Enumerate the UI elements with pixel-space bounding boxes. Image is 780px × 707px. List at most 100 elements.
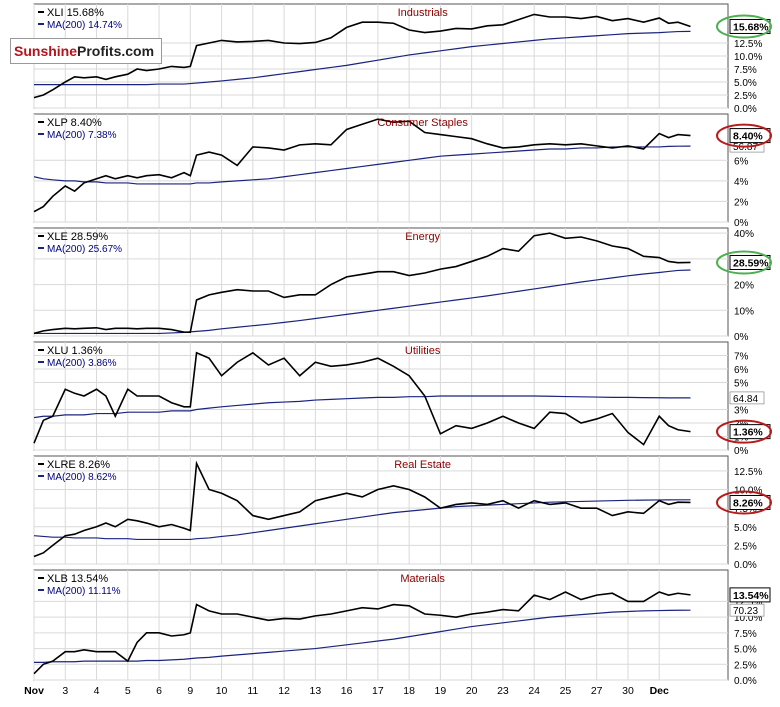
x-tick-label: 12: [278, 685, 290, 697]
y-tick-label: 2%: [734, 197, 749, 208]
y-tick-label: 40%: [734, 229, 754, 240]
y-tick-label: 2.5%: [734, 541, 757, 552]
y-tick-label: 7%: [734, 352, 749, 363]
panel-title: Utilities: [405, 345, 441, 357]
price-line: [33, 232, 691, 335]
y-tick-label: 10.0%: [734, 52, 762, 63]
last-value-label: 1.36%: [733, 427, 763, 439]
x-tick-label: 13: [310, 685, 322, 697]
legend-ma: MA(200) 8.62%: [47, 472, 117, 483]
x-tick-label: 9: [187, 685, 193, 697]
y-tick-label: 12.5%: [734, 39, 762, 50]
y-tick-label: 0%: [734, 332, 749, 343]
x-tick-label: 6: [156, 685, 162, 697]
x-tick-label: 11: [247, 685, 258, 697]
legend-ma: MA(200) 7.38%: [47, 130, 117, 141]
ma-line: [34, 609, 691, 664]
price-line: [33, 460, 691, 558]
highlight-circle: [716, 490, 772, 515]
panel-2: 0% 2% 4% 6% XLP 8.40%MA(200) 7.38% Consumer S…: [33, 113, 772, 229]
y-tick-label: 4%: [734, 177, 749, 188]
x-tick-label: 4: [94, 685, 100, 697]
legend-price: XLRE 8.26%: [47, 459, 110, 471]
x-tick-label: 3: [62, 685, 68, 697]
y-tick-label: 0.0%: [734, 104, 757, 115]
panel-frame: [33, 113, 729, 223]
x-tick-label: 24: [528, 685, 540, 697]
ma-value-label: 70.23: [733, 606, 758, 617]
panel-4: 0%1%2%3%5%6%7%XLU 1.36%MA(200) 3.86%Util…: [33, 341, 772, 457]
x-tick-label: 5: [125, 685, 131, 697]
last-value-box: [729, 587, 771, 603]
panel-6: 0.0% 2.5% 5.0% 7.5% 10.0% 12.5% XLB 13.54%MA(2…: [33, 569, 771, 687]
panel-frame: [33, 227, 729, 337]
y-tick-label: 10%: [734, 306, 754, 317]
ma-line: [33, 145, 691, 185]
legend-price: XLE 28.59%: [47, 231, 108, 243]
legend-price: XLU 1.36%: [47, 345, 103, 357]
y-tick-label: 20%: [734, 281, 754, 292]
x-tick-label: 10: [216, 685, 228, 697]
x-tick-label: 17: [372, 685, 384, 697]
last-value-label: 28.59%: [733, 257, 769, 269]
x-tick-label: 30: [622, 685, 634, 697]
y-tick-label: 2.5%: [734, 91, 757, 102]
highlight-circle: [716, 14, 772, 39]
ma-line: [34, 30, 691, 86]
panel-title: Industrials: [398, 7, 449, 19]
ma-value-box: [729, 391, 765, 405]
price-line: [33, 13, 691, 99]
x-tick-label: 18: [403, 685, 415, 697]
panel-title: Consumer Staples: [377, 117, 468, 129]
x-tick-label: Nov: [24, 685, 44, 697]
x-axis: Nov 3 4 5 6 9 10 11 12 13 16 17 18 19 20 23 24 25 27 30 Dec: [24, 685, 669, 697]
last-value-label: 13.54%: [733, 590, 769, 602]
legend-ma: MA(200) 3.86%: [47, 358, 117, 369]
y-tick-label: 10.0%: [734, 613, 762, 624]
y-tick-label: 12.5%: [734, 597, 762, 608]
y-tick-label: 5.0%: [734, 645, 757, 656]
x-tick-label: 25: [560, 685, 572, 697]
price-line: [33, 118, 691, 213]
last-value-label: 8.40%: [733, 131, 763, 143]
ma-line: [33, 499, 691, 541]
y-tick-label: 7.5%: [734, 629, 757, 640]
ma-value-label: 64.84: [733, 394, 758, 405]
x-tick-label: 27: [591, 685, 603, 697]
panel-frame: [33, 455, 729, 565]
y-tick-label: 0.0%: [734, 676, 757, 687]
y-tick-label: 0%: [734, 446, 749, 457]
last-value-label: 15.68%: [733, 21, 769, 33]
ma-value-box: [729, 603, 765, 617]
panel-5: 0.0%2.5%5.0%7.5%10.0%12.5%XLRE 8.26%MA(2…: [33, 455, 772, 571]
highlight-circle: [716, 250, 772, 275]
panel-title: Energy: [405, 231, 440, 243]
y-tick-label: 0%: [734, 218, 749, 229]
brand-logo: Sunshine Profits.com: [10, 38, 162, 64]
legend-ma: MA(200) 14.74%: [47, 20, 122, 31]
panel-3: 0%10%20%30%40%XLE 28.59%MA(200) 25.67%En…: [33, 227, 772, 343]
highlight-circle: [716, 123, 772, 148]
legend-ma: MA(200) 11.11%: [47, 586, 121, 597]
ma-line: [34, 269, 691, 335]
x-tick-label: 20: [466, 685, 478, 697]
panel-frame: [33, 569, 729, 681]
y-tick-label: 0.0%: [734, 560, 757, 571]
x-tick-label: 19: [435, 685, 447, 697]
price-line: [33, 351, 691, 446]
legend-ma: MA(200) 25.67%: [47, 244, 122, 255]
x-tick-label: 23: [497, 685, 509, 697]
price-line: [33, 591, 691, 675]
y-tick-label: 3%: [734, 406, 749, 417]
last-value-label: 8.26%: [733, 497, 763, 509]
x-tick-label: 16: [341, 685, 353, 697]
legend-price: XLI 15.68%: [47, 7, 104, 19]
legend-price: XLP 8.40%: [47, 117, 102, 129]
legend-price: XLB 13.54%: [47, 573, 108, 585]
brand-logo-part1: Sunshine: [14, 43, 78, 59]
x-tick-label: Dec: [650, 685, 669, 697]
ma-value-label: 56.87: [733, 142, 758, 153]
y-tick-label: 6%: [734, 156, 749, 167]
y-tick-label: 5.0%: [734, 78, 757, 89]
